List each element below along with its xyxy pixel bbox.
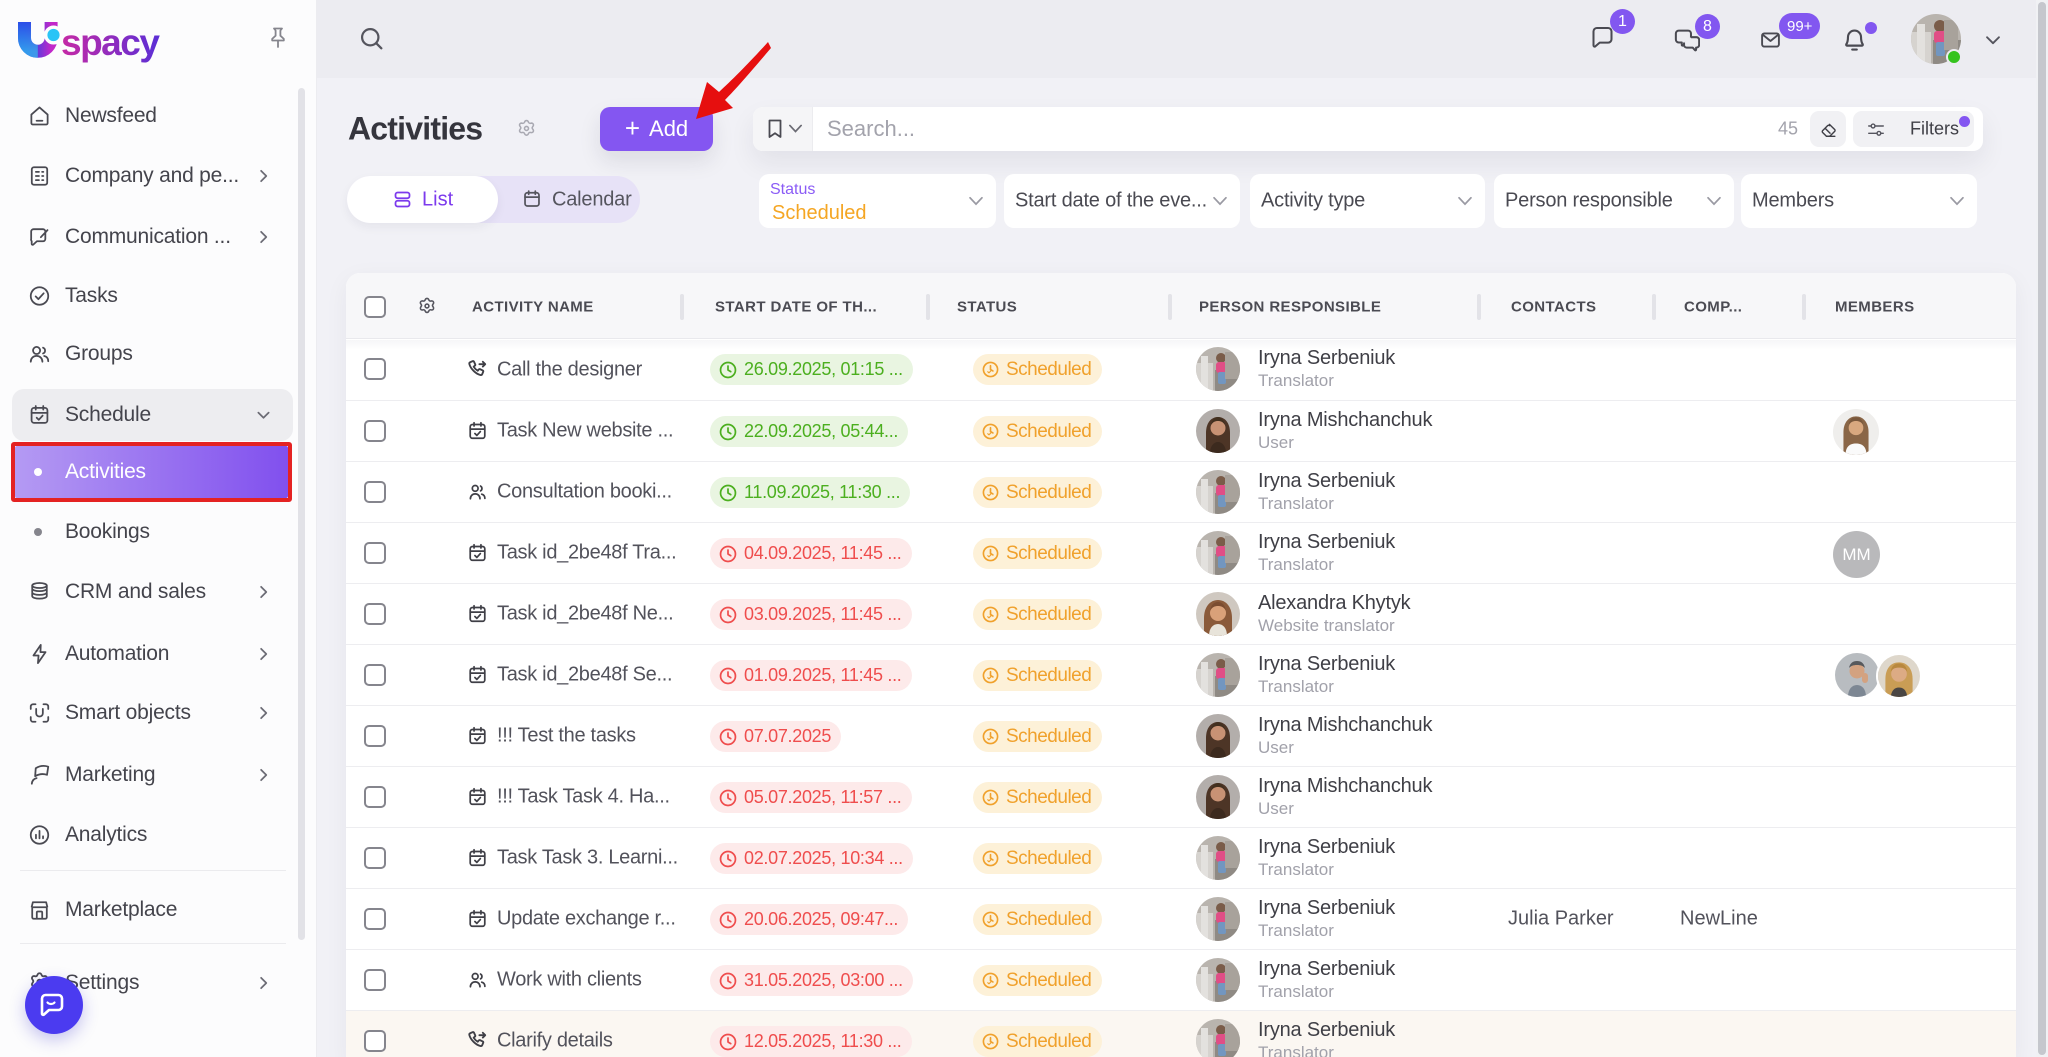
svg-text:spacy: spacy	[61, 22, 160, 63]
